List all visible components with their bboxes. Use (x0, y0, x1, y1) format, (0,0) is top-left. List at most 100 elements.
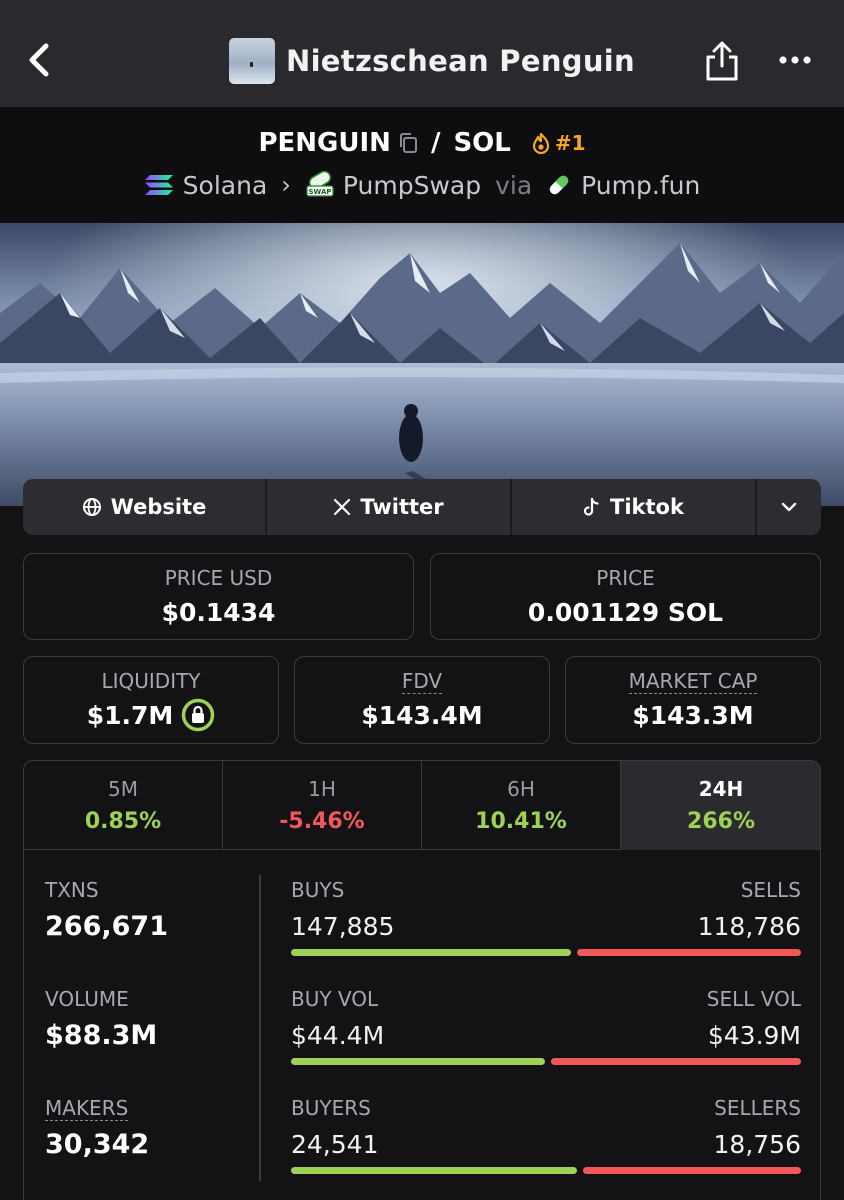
buyers-bar-segment (291, 1167, 578, 1174)
buys-value: 147,885 (291, 912, 395, 941)
sells-value: 118,786 (697, 912, 801, 941)
volume-stat: VOLUME $88.3M (45, 987, 157, 1051)
sell-vol-label: SELL VOL (706, 987, 801, 1011)
flame-icon (532, 132, 549, 154)
sellers-label: SELLERS (714, 1096, 801, 1120)
buys-bar-segment (291, 949, 572, 956)
sellers-value: 18,756 (713, 1130, 801, 1159)
buyers-value: 24,541 (291, 1130, 379, 1159)
makers-label-wrap: MAKERS (45, 1096, 149, 1121)
buy-vol-bar-segment (291, 1058, 545, 1065)
top-nav-bar: Nietzschean Penguin (0, 0, 844, 107)
share-icon[interactable] (704, 40, 740, 82)
more-options-icon[interactable] (778, 55, 812, 65)
market-cap-value: $143.3M (632, 701, 754, 730)
txns-stat: TXNS 266,671 (45, 878, 168, 942)
trending-rank-badge[interactable]: #1 (554, 131, 586, 155)
sell-vol-bar-segment (550, 1058, 801, 1065)
liquidity-value: $1.7M (86, 701, 174, 730)
tab-change-value: 10.41% (475, 809, 567, 834)
buy-sell-volume-stat: BUY VOL SELL VOL $44.4M $43.9M (291, 987, 801, 1065)
tab-6h[interactable]: 6H 10.41% (422, 761, 621, 850)
tab-label: 1H (308, 777, 336, 801)
lock-icon[interactable] (181, 698, 215, 732)
solana-logo-icon (144, 175, 173, 195)
dex-name[interactable]: PumpSwap (342, 170, 482, 200)
copy-icon[interactable] (398, 132, 418, 154)
market-cap-label-wrap: MARKET CAP (566, 669, 820, 694)
market-cap-label[interactable]: MARKET CAP (628, 669, 758, 694)
page-title: Nietzschean Penguin (286, 44, 635, 78)
buys-sells-ratio-bar (291, 949, 801, 956)
chain-name[interactable]: Solana (182, 170, 268, 200)
buyers-sellers-stat: BUYERS SELLERS 24,541 18,756 (291, 1096, 801, 1174)
txns-label: TXNS (45, 878, 99, 902)
buys-label: BUYS (291, 878, 345, 902)
makers-stat: MAKERS 30,342 (45, 1096, 149, 1160)
stats-divider (259, 875, 261, 1181)
fdv-card: FDV $143.4M (294, 656, 550, 744)
x-logo-icon (334, 498, 351, 516)
price-native-label: PRICE (596, 566, 655, 590)
chevron-down-icon (781, 502, 797, 512)
fdv-label[interactable]: FDV (401, 669, 443, 694)
liquidity-card: LIQUIDITY $1.7M (23, 656, 279, 744)
price-native-value: 0.001129 SOL (527, 598, 724, 627)
tab-label: 5M (108, 777, 138, 801)
website-link[interactable]: Website (23, 479, 267, 535)
buy-vol-value: $44.4M (291, 1021, 385, 1050)
market-cap-card: MARKET CAP $143.3M (565, 656, 821, 744)
back-arrow-icon[interactable] (22, 40, 58, 80)
makers-label[interactable]: MAKERS (45, 1096, 129, 1121)
volume-label: VOLUME (45, 987, 129, 1011)
stats-panel: 5M 0.85% 1H -5.46% 6H 10.41% 24H 266% TX… (23, 760, 821, 1200)
price-usd-card: PRICE USD $0.1434 (23, 553, 414, 640)
buyers-ratio-bar (291, 1167, 801, 1174)
quote-token-symbol: SOL (453, 128, 511, 158)
tab-label: 24H (698, 777, 744, 801)
buyers-label: BUYERS (291, 1096, 371, 1120)
buy-vol-label: BUY VOL (291, 987, 379, 1011)
fdv-label-wrap: FDV (295, 669, 549, 694)
tiktok-link-label: Tiktok (610, 495, 684, 519)
fdv-value: $143.4M (361, 701, 483, 730)
price-usd-value: $0.1434 (161, 598, 276, 627)
token-banner-image (0, 223, 844, 506)
tab-1h[interactable]: 1H -5.46% (223, 761, 422, 850)
twitter-link[interactable]: Twitter (267, 479, 512, 535)
pair-separator: / (430, 128, 441, 158)
launchpad-name[interactable]: Pump.fun (581, 170, 701, 200)
tab-change-value: -5.46% (279, 809, 365, 834)
token-avatar (229, 38, 275, 84)
pumpfun-logo-icon (549, 175, 569, 195)
sellers-bar-segment (583, 1167, 801, 1174)
twitter-link-label: Twitter (360, 495, 444, 519)
price-usd-label: PRICE USD (164, 566, 273, 590)
txns-value: 266,671 (45, 911, 168, 942)
tiktok-logo-icon (583, 497, 599, 516)
makers-value: 30,342 (45, 1129, 150, 1160)
tab-label: 6H (507, 777, 535, 801)
website-link-label: Website (110, 495, 207, 519)
pair-header: PENGUIN / SOL #1 Solana › SWAP PumpSwap … (0, 107, 844, 223)
svg-text:SWAP: SWAP (308, 188, 331, 196)
tab-24h[interactable]: 24H 266% (621, 761, 820, 850)
tab-5m[interactable]: 5M 0.85% (24, 761, 223, 850)
liquidity-value-row: $1.7M (24, 698, 278, 732)
liquidity-label: LIQUIDITY (101, 669, 201, 693)
globe-icon (82, 498, 101, 516)
more-links-toggle[interactable] (757, 479, 821, 535)
pumpswap-logo-icon: SWAP (306, 171, 334, 197)
base-token-symbol: PENGUIN (258, 128, 391, 158)
tiktok-link[interactable]: Tiktok (512, 479, 757, 535)
volume-value: $88.3M (45, 1020, 158, 1051)
via-label: via (495, 170, 533, 200)
price-native-card: PRICE 0.001129 SOL (430, 553, 821, 640)
tab-change-value: 0.85% (84, 809, 162, 834)
sells-bar-segment (577, 949, 801, 956)
volume-ratio-bar (291, 1058, 801, 1065)
token-title-group: Nietzschean Penguin (229, 38, 635, 84)
sells-label: SELLS (740, 878, 801, 902)
sell-vol-value: $43.9M (707, 1021, 801, 1050)
stats-grid: TXNS 266,671 VOLUME $88.3M MAKERS 30,342… (24, 851, 820, 1200)
